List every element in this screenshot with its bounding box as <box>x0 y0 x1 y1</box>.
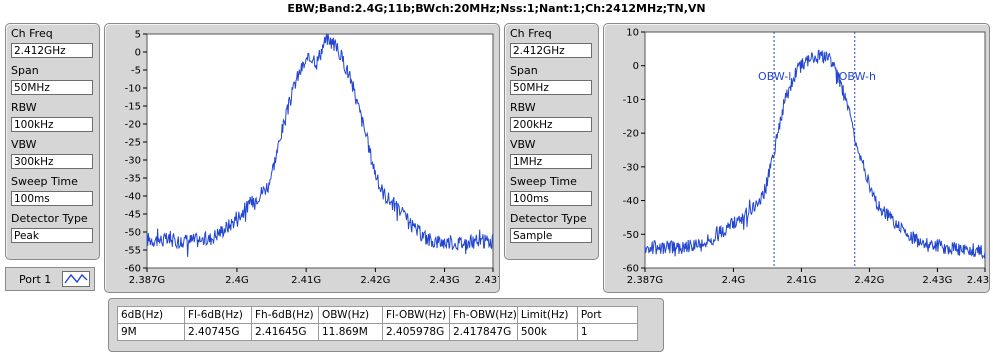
table-header: Limit(Hz) <box>516 306 578 324</box>
detector-type-field[interactable]: Peak <box>11 228 93 243</box>
legend-label: Port 1 <box>19 273 52 286</box>
y-tick-label: -40 <box>623 196 639 207</box>
table-cell[interactable]: 500k <box>516 323 578 341</box>
table-cell[interactable]: 11.869M <box>318 323 383 341</box>
results-table: 6dB(Hz) Fl-6dB(Hz) Fh-6dB(Hz) OBW(Hz) Fl… <box>117 306 638 341</box>
y-tick-label: -20 <box>125 120 141 131</box>
table-header: Port <box>576 306 638 324</box>
table-cell[interactable]: 2.40745G <box>184 323 252 341</box>
y-tick-label: -30 <box>125 156 141 167</box>
ch-freq-label: Ch Freq <box>11 27 53 40</box>
span-field[interactable]: 50MHz <box>510 80 592 95</box>
vbw-label: VBW <box>510 138 536 151</box>
x-tick-label: 2.42G <box>854 275 884 286</box>
x-tick-label: 2.387G <box>627 275 663 286</box>
table-header: Fl-6dB(Hz) <box>184 306 252 324</box>
plot-area <box>644 31 986 269</box>
y-tick-label: -45 <box>125 210 141 221</box>
table-cell[interactable]: 1 <box>576 323 638 341</box>
x-tick-label: 2.41G <box>291 275 321 286</box>
plot-area <box>146 33 494 269</box>
spectrum-plot-right[interactable]: 10 0 -10 -20 -30 -40 -50 -60 2.387G 2.4G 2.41G 2.42… <box>603 23 990 293</box>
table-header: 6dB(Hz) <box>117 306 185 324</box>
x-tick-label: 2.41G <box>786 275 816 286</box>
x-tick-label: 2.42G <box>360 275 390 286</box>
y-tick-label: -60 <box>623 264 639 275</box>
sweep-time-label: Sweep Time <box>11 175 78 188</box>
plot-legend[interactable]: Port 1 <box>5 267 95 291</box>
table-header: OBW(Hz) <box>318 306 383 324</box>
span-label: Span <box>510 64 538 77</box>
spectrum-chart-left: 5 0 -5 -10 -15 -20 -25 -30 -35 -40 -45 -50 -55 -602.3… <box>125 30 499 287</box>
y-tick-label: 5 <box>135 30 141 41</box>
ch-freq-label: Ch Freq <box>510 27 552 40</box>
y-tick-label: -10 <box>125 84 141 95</box>
settings-panel-right: Ch Freq 2.412GHz Span 50MHz RBW 200kHz V… <box>504 23 599 260</box>
table-cell[interactable]: 9M <box>117 323 185 341</box>
table-row: 9M 2.40745G 2.41645G 11.869M 2.405978G 2… <box>117 323 638 341</box>
detector-type-field[interactable]: Sample <box>510 228 592 243</box>
table-header-row: 6dB(Hz) Fl-6dB(Hz) Fh-6dB(Hz) OBW(Hz) Fl… <box>117 306 638 324</box>
sweep-time-field[interactable]: 100ms <box>11 191 93 206</box>
detector-type-label: Detector Type <box>11 212 88 225</box>
y-tick-label: -30 <box>623 162 639 173</box>
y-tick-label: 10 <box>626 28 639 39</box>
x-tick-label: 2.437G <box>967 275 989 286</box>
sweep-time-field[interactable]: 100ms <box>510 191 592 206</box>
x-tick-label: 2.437G <box>475 275 499 286</box>
table-cell[interactable]: 2.417847G <box>449 323 518 341</box>
rbw-label: RBW <box>510 101 536 114</box>
rbw-label: RBW <box>11 101 37 114</box>
y-tick-label: 0 <box>135 48 141 59</box>
x-tick-label: 2.43G <box>430 275 460 286</box>
table-header: Fl-OBW(Hz) <box>382 306 450 324</box>
y-tick-label: -15 <box>125 102 141 113</box>
span-label: Span <box>11 64 39 77</box>
x-tick-label: 2.387G <box>129 275 165 286</box>
vbw-field[interactable]: 1MHz <box>510 154 592 169</box>
ch-freq-field[interactable]: 2.412GHz <box>510 43 592 58</box>
span-field[interactable]: 50MHz <box>11 80 93 95</box>
spectrum-plot-left[interactable]: 5 0 -5 -10 -15 -20 -25 -30 -35 -40 -45 -50 -55 -60 2.3… <box>104 23 500 293</box>
y-tick-label: -60 <box>125 264 141 275</box>
vbw-field[interactable]: 300kHz <box>11 154 93 169</box>
line-plot-icon[interactable] <box>62 271 90 287</box>
sweep-time-label: Sweep Time <box>510 175 577 188</box>
obw-marker-label: OBW-h <box>839 70 876 83</box>
spectrum-trace <box>644 49 986 260</box>
results-table-panel: 6dB(Hz) Fl-6dB(Hz) Fh-6dB(Hz) OBW(Hz) Fl… <box>108 298 664 352</box>
detector-type-label: Detector Type <box>510 212 587 225</box>
y-tick-label: -20 <box>623 129 639 140</box>
y-tick-label: -50 <box>125 228 141 239</box>
table-cell[interactable]: 2.41645G <box>251 323 319 341</box>
y-tick-label: 0 <box>633 61 639 72</box>
rbw-field[interactable]: 100kHz <box>11 117 93 132</box>
settings-panel-left: Ch Freq 2.412GHz Span 50MHz RBW 100kHz V… <box>5 23 100 260</box>
y-tick-label: -50 <box>623 230 639 241</box>
spectrum-trace <box>146 33 494 257</box>
y-tick-label: -5 <box>131 66 141 77</box>
y-tick-label: -55 <box>125 246 141 257</box>
rbw-field[interactable]: 200kHz <box>510 117 592 132</box>
y-tick-label: -25 <box>125 138 141 149</box>
spectrum-chart-right: 10 0 -10 -20 -30 -40 -50 -602.387G 2.4G 2.41G 2.42… <box>623 28 989 287</box>
obw-marker-label: OBW-l <box>758 70 791 83</box>
table-header: Fh-6dB(Hz) <box>251 306 319 324</box>
y-tick-label: -35 <box>125 174 141 185</box>
table-header: Fh-OBW(Hz) <box>449 306 518 324</box>
table-cell[interactable]: 2.405978G <box>382 323 450 341</box>
ch-freq-field[interactable]: 2.412GHz <box>11 43 93 58</box>
x-tick-label: 2.4G <box>722 275 746 286</box>
vbw-label: VBW <box>11 138 37 151</box>
x-tick-label: 2.43G <box>922 275 952 286</box>
x-tick-label: 2.4G <box>225 275 249 286</box>
y-tick-label: -40 <box>125 192 141 203</box>
chart-title: EBW;Band:2.4G;11b;BWch:20MHz;Nss:1;Nant:… <box>287 2 706 15</box>
y-tick-label: -10 <box>623 95 639 106</box>
